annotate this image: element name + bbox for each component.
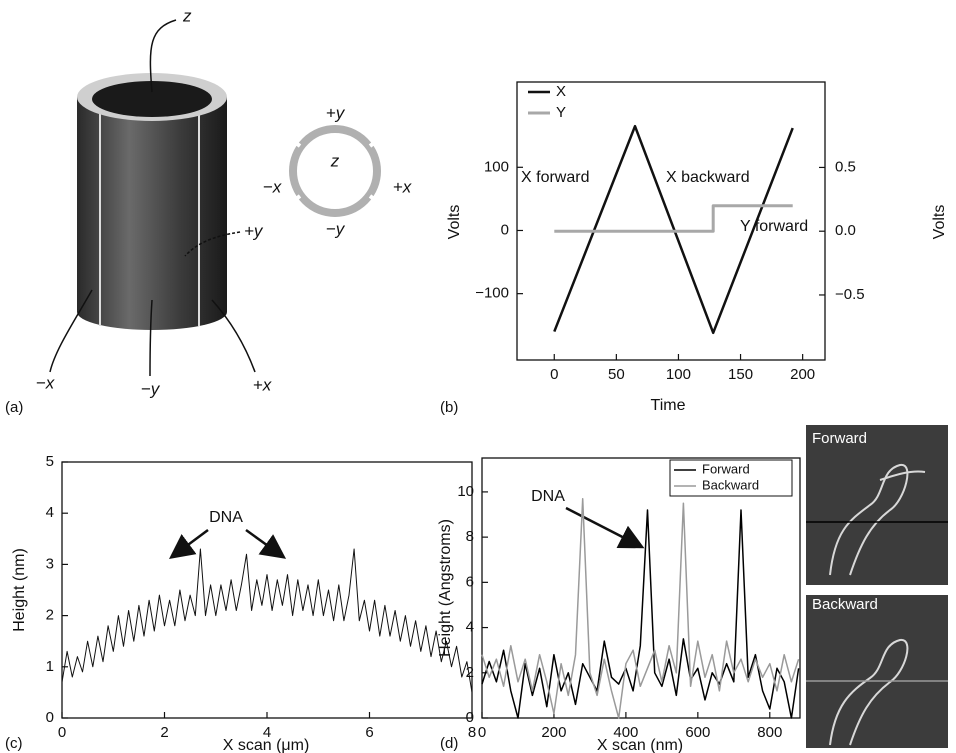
x-tick-label: 4 xyxy=(263,724,271,741)
x-tick-label: 0 xyxy=(58,724,66,741)
panel-label: (d) xyxy=(440,735,458,752)
data-line xyxy=(554,204,793,233)
plot-frame xyxy=(516,81,826,361)
leader xyxy=(184,231,241,257)
x-tick-label: 200 xyxy=(541,724,566,741)
x-tick-label: 2 xyxy=(160,724,168,741)
legend-label: Backward xyxy=(702,477,759,492)
annotation: X backward xyxy=(666,169,750,186)
label: −y xyxy=(141,379,161,398)
ring xyxy=(289,125,381,217)
x-axis-label: X scan (μm) xyxy=(223,737,310,753)
y-axis-label: Height (Angstroms) xyxy=(437,519,454,657)
y-axis-label: Height (nm) xyxy=(11,548,28,632)
afm-image xyxy=(806,425,948,585)
label: −y xyxy=(326,219,346,238)
afm-images: Forward Backward xyxy=(806,425,948,748)
x-tick-label: 800 xyxy=(757,724,782,741)
y-tick-label: 0 xyxy=(501,221,509,238)
x-tick-label: 150 xyxy=(728,366,753,383)
x-tick-label: 0 xyxy=(550,366,558,383)
x-tick-label: 0 xyxy=(478,724,486,741)
y-tick-label: 2 xyxy=(46,607,54,624)
arrow xyxy=(168,528,209,559)
label: z xyxy=(330,151,340,170)
label: +x xyxy=(393,177,412,196)
label: +y xyxy=(326,103,346,122)
leader xyxy=(149,19,177,93)
x-axis-label: X scan (nm) xyxy=(597,737,683,753)
y-tick-label: 5 xyxy=(46,453,54,470)
annotation: DNA xyxy=(209,509,243,526)
plot-frame xyxy=(481,457,801,719)
y-tick-label: 0 xyxy=(46,709,54,726)
legend-label: X xyxy=(556,83,566,100)
label: +y xyxy=(244,221,264,240)
ring-gap xyxy=(294,141,376,201)
x-axis-label: Time xyxy=(651,397,686,414)
data-line xyxy=(481,497,800,719)
leader xyxy=(149,299,153,377)
y-axis-label: Volts xyxy=(446,205,463,240)
y-tick-label: 100 xyxy=(484,158,509,175)
x-tick-label: 8 xyxy=(468,724,476,741)
annotation: Y forward xyxy=(740,218,808,235)
data-line xyxy=(481,509,800,719)
y2-axis-label: Volts xyxy=(931,205,948,240)
label: −x xyxy=(36,373,55,392)
x-tick-label: 200 xyxy=(790,366,815,383)
cylinder-bore xyxy=(92,81,212,117)
y2-tick-label: 0.0 xyxy=(835,222,856,239)
x-tick-label: 6 xyxy=(365,724,373,741)
dna-strand xyxy=(829,639,909,746)
dna-strand xyxy=(829,463,926,576)
y2-tick-label: −0.5 xyxy=(835,286,865,303)
y-tick-label: 2 xyxy=(466,664,474,681)
y-tick-label: 6 xyxy=(466,573,474,590)
label: −x xyxy=(263,177,282,196)
label: z xyxy=(182,6,192,25)
y-tick-label: 1 xyxy=(46,658,54,675)
panel-label: (c) xyxy=(5,735,23,752)
arrow xyxy=(245,528,287,559)
y-tick-label: 3 xyxy=(46,555,54,572)
y-tick-label: 8 xyxy=(466,528,474,545)
y-tick-label: 0 xyxy=(466,709,474,726)
image-label: Backward xyxy=(812,596,878,613)
data-line xyxy=(61,548,473,693)
legend-label: Y xyxy=(556,104,566,121)
image-label: Forward xyxy=(812,430,867,447)
x-tick-label: 50 xyxy=(608,366,625,383)
leader xyxy=(211,299,256,373)
tube-diagram: z +y −x −y +x xyxy=(36,6,272,398)
y-tick-label: 4 xyxy=(466,619,474,636)
legend-label: Forward xyxy=(702,461,750,476)
x-tick-label: 400 xyxy=(613,724,638,741)
x-tick-label: 100 xyxy=(666,366,691,383)
y-tick-label: 10 xyxy=(457,483,474,500)
panel-label: (a) xyxy=(5,399,23,416)
cylinder-body xyxy=(77,97,227,330)
y2-tick-label: 0.5 xyxy=(835,158,856,175)
x-tick-label: 600 xyxy=(685,724,710,741)
legend-box xyxy=(669,459,793,497)
arrow xyxy=(565,506,645,549)
leader xyxy=(49,289,93,373)
label: +x xyxy=(253,375,272,394)
annotation: DNA xyxy=(531,488,565,505)
panel-label: (b) xyxy=(440,399,458,416)
y-tick-label: 4 xyxy=(46,504,54,521)
plot-frame xyxy=(61,461,473,719)
y-tick-label: −100 xyxy=(475,285,509,302)
annotation: X forward xyxy=(521,169,589,186)
data-line xyxy=(553,124,794,335)
ring-diagram: +y −x z +x −y xyxy=(263,103,412,238)
